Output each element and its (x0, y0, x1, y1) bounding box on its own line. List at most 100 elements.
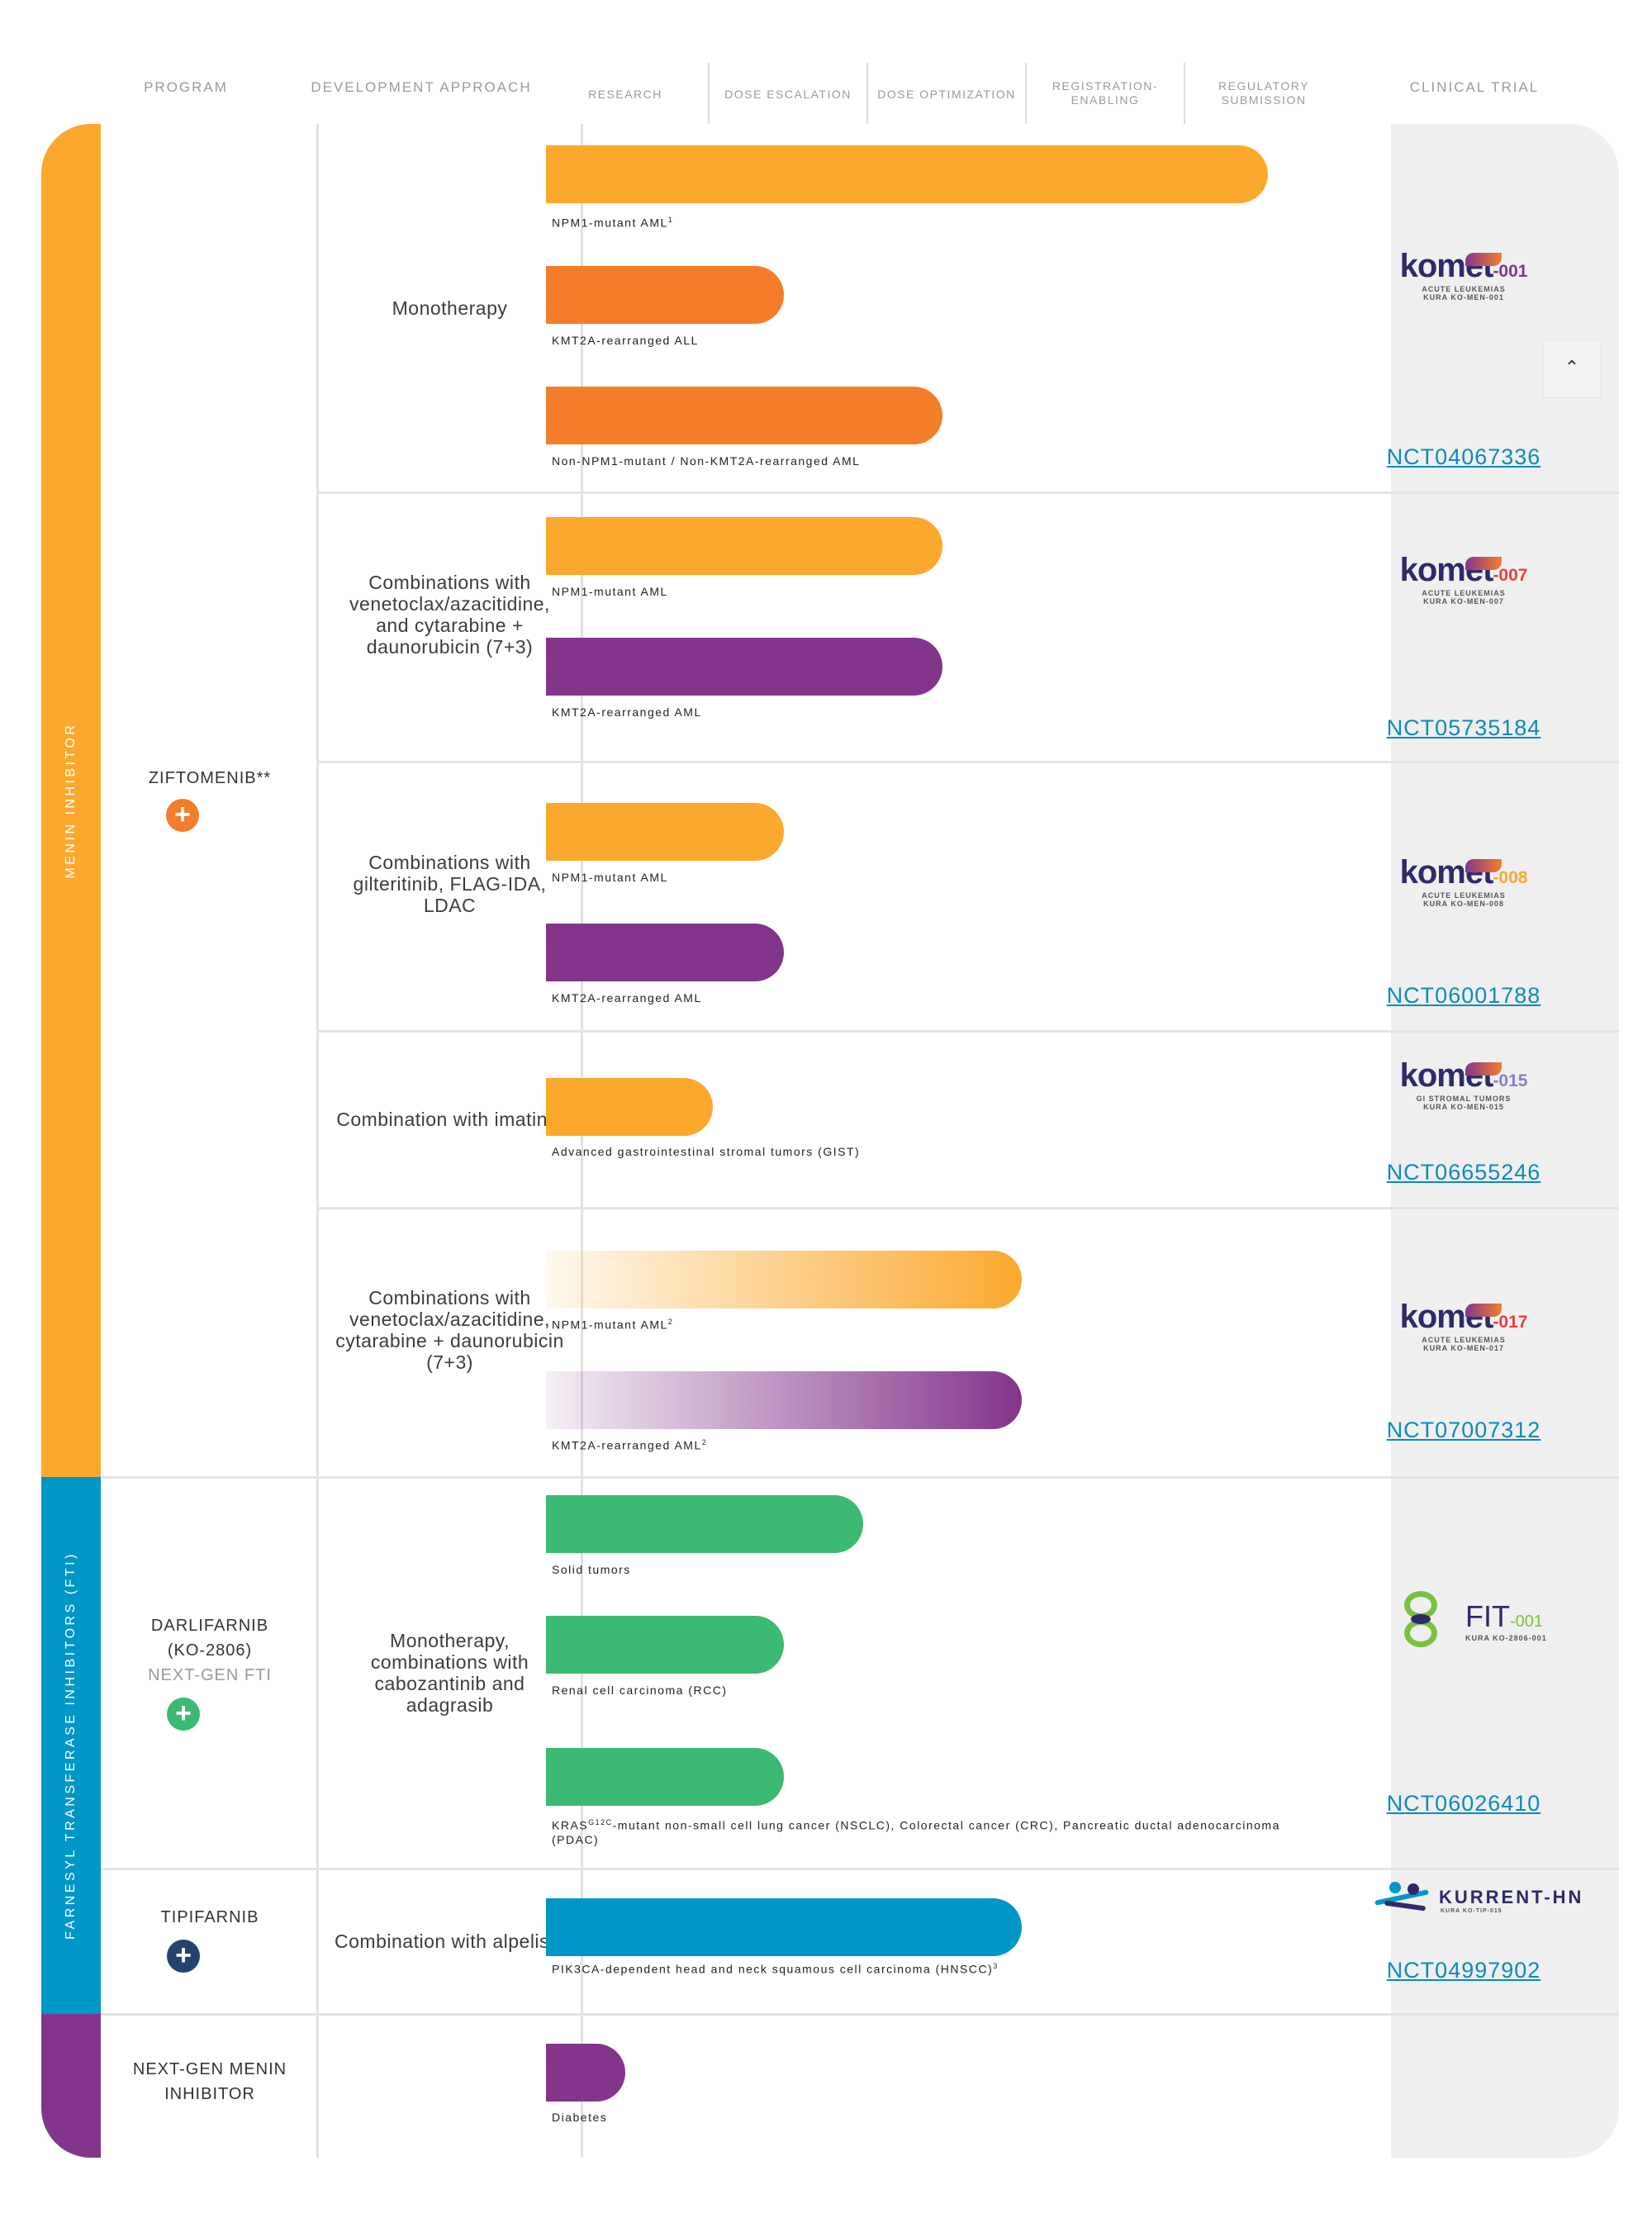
row-divider (319, 492, 1619, 494)
approach-text: Combinations with venetoclax/azacitidine… (349, 572, 550, 658)
approach-text: Combination with alpelisib (335, 1931, 565, 1952)
fit-001-logo: FIT-001 KURA KO-2806-001 (1404, 1586, 1602, 1660)
approach-text: Combinations with gilteritinib, FLAG-IDA… (353, 852, 547, 916)
komet-001-logo: komet-001 ACUTE LEUKEMIAS KURA KO-MEN-00… (1350, 248, 1578, 302)
plus-icon[interactable]: + (167, 1940, 200, 1973)
pipeline-bar-b12 (546, 1616, 784, 1674)
bar-label: NPM1-mutant AML1 (552, 216, 674, 230)
approach-cell: Combinations with venetoclax/azacitidine… (319, 1208, 583, 1477)
header-regulatory: REGULATORY SUBMISSION (1185, 79, 1342, 107)
bar-label: NPM1-mutant AML2 (552, 1318, 674, 1332)
bar-label: KMT2A-rearranged ALL (552, 334, 699, 347)
pipeline-bar-b14 (546, 1898, 1022, 1956)
pipeline-table: MENIN INHIBITOR FARNESYL TRANSFERASE INH… (41, 124, 1619, 2158)
bar-label: NPM1-mutant AML (552, 585, 668, 598)
header-program: PROGRAM (144, 79, 228, 95)
logo-number: -001 (1493, 262, 1528, 281)
kurrent-hn-logo: KURRENT-HN KURA KO-TIP-015 (1374, 1882, 1606, 1923)
category-band-next-gen (41, 2014, 101, 2158)
bar-label: PIK3CA-dependent head and neck squamous … (552, 1962, 999, 1976)
logo-word: KURRENT-HN (1439, 1887, 1584, 1907)
approach-text: Monotherapy (392, 297, 508, 319)
category-label-fti: FARNESYL TRANSFERASE INHIBITORS (FTI) (64, 1551, 78, 1940)
stage-divider (1184, 63, 1185, 124)
scroll-top-button[interactable]: ⌃ (1543, 340, 1601, 398)
header-clinical-trial: CLINICAL TRIAL (1409, 79, 1540, 95)
fit-eye-icon (1411, 1614, 1431, 1624)
header-research: RESEARCH (588, 88, 662, 101)
row-divider (101, 2013, 1619, 2016)
stage-divider (866, 63, 868, 124)
logo-sub: KURA KO-MEN-007 (1423, 597, 1504, 606)
komet-007-logo: komet-007 ACUTE LEUKEMIAS KURA KO-MEN-00… (1350, 552, 1578, 606)
approach-cell: Combinations with gilteritinib, FLAG-IDA… (319, 762, 583, 1031)
logo-number: -007 (1493, 566, 1528, 585)
trial-link[interactable]: NCT06001788 (1386, 983, 1541, 1008)
program-cell (101, 1477, 319, 1869)
bar-label: Diabetes (552, 2111, 608, 2124)
program-ziftomenib: ZIFTOMENIB** (148, 769, 272, 787)
row-divider (319, 1207, 1619, 1209)
header-regulatory-line1: REGULATORY (1218, 79, 1309, 93)
bar-label: Non-NPM1-mutant / Non-KMT2A-rearranged A… (552, 454, 861, 468)
pipeline-bar-b10 (546, 1371, 1022, 1429)
pipeline-bar-b6 (546, 803, 784, 861)
pipeline-bar-b2 (546, 266, 784, 324)
approach-cell: Monotherapy (319, 124, 583, 492)
header-registration-line2: ENABLING (1070, 93, 1140, 107)
bar-label: Solid tumors (552, 1563, 631, 1576)
plus-icon[interactable]: + (167, 1698, 200, 1731)
approach-cell: Monotherapy, combinations with cabozanti… (319, 1477, 583, 1869)
program-tipifarnib: TIPIFARNIB (160, 1908, 259, 1926)
row-divider (101, 1868, 1619, 1870)
program-cell (101, 1869, 319, 2014)
approach-text: Combination with imatinib (336, 1109, 563, 1130)
logo-sub: KURA KO-MEN-017 (1423, 1344, 1504, 1352)
komet-017-logo: komet-017 ACUTE LEUKEMIAS KURA KO-MEN-01… (1350, 1299, 1578, 1352)
header-regulatory-line2: SUBMISSION (1221, 93, 1307, 107)
plus-icon[interactable]: + (166, 799, 199, 832)
logo-word: FIT (1465, 1599, 1510, 1633)
row-divider (101, 1476, 1619, 1479)
logo-sub: GI STROMAL TUMORS (1416, 1095, 1512, 1103)
trial-link[interactable]: NCT04067336 (1386, 444, 1541, 469)
approach-cell: Combination with imatinib (319, 1031, 583, 1208)
trial-link[interactable]: NCT06026410 (1386, 1791, 1541, 1816)
flame-icon (1465, 859, 1502, 872)
approach-text: Combinations with venetoclax/azacitidine… (335, 1287, 564, 1373)
category-band-fti: FARNESYL TRANSFERASE INHIBITORS (FTI) (41, 1477, 101, 2014)
trial-link[interactable]: NCT04997902 (1386, 1958, 1541, 1983)
row-divider (319, 1030, 1619, 1033)
approach-cell: Combination with alpelisib (319, 1869, 583, 2014)
trial-link[interactable]: NCT05735184 (1386, 715, 1541, 740)
header-dose-escalation: DOSE ESCALATION (724, 88, 852, 101)
program-darlifarnib-code: (KO-2806) (167, 1641, 253, 1660)
pipeline-bar-b8 (546, 1078, 713, 1136)
logo-sub: ACUTE LEUKEMIAS (1422, 589, 1506, 597)
approach-text: Monotherapy, combinations with cabozanti… (370, 1630, 529, 1716)
logo-sub: KURA KO-MEN-001 (1423, 293, 1504, 302)
komet-015-logo: komet-015 GI STROMAL TUMORS KURA KO-MEN-… (1350, 1057, 1578, 1111)
approach-cell (319, 2014, 583, 2158)
header-registration-line1: REGISTRATION- (1051, 79, 1159, 93)
logo-sub: ACUTE LEUKEMIAS (1422, 1336, 1506, 1344)
flame-icon (1465, 1304, 1502, 1317)
pipeline-bar-b13 (546, 1748, 784, 1806)
flame-icon (1465, 557, 1502, 570)
header-registration: REGISTRATION- ENABLING (1027, 79, 1184, 107)
trial-link[interactable]: NCT06655246 (1386, 1160, 1541, 1185)
pipeline-bar-b15 (546, 2044, 625, 2102)
bar-label: Advanced gastrointestinal stromal tumors… (552, 1145, 861, 1158)
trial-column (1391, 124, 1619, 2158)
trial-link[interactable]: NCT07007312 (1386, 1418, 1541, 1442)
program-cell (101, 124, 319, 1477)
approach-cell: Combinations with venetoclax/azacitidine… (319, 492, 583, 762)
pipeline-bar-b1 (546, 145, 1268, 203)
pipeline-bar-b9 (546, 1251, 1022, 1308)
bar-label: Renal cell carcinoma (RCC) (552, 1684, 728, 1697)
row-divider (319, 761, 1619, 763)
logo-sub: KURA KO-TIP-015 (1441, 1908, 1502, 1914)
bar-label: KMT2A-rearranged AML (552, 991, 702, 1005)
program-next-gen-line1: NEXT-GEN MENIN (132, 2060, 287, 2078)
logo-number: -015 (1493, 1071, 1528, 1090)
